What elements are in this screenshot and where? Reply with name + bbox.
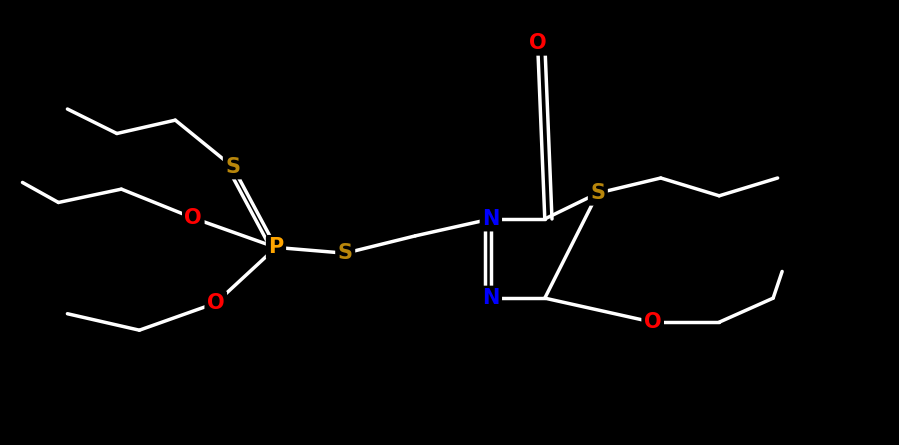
Text: O: O bbox=[184, 208, 202, 228]
Text: O: O bbox=[644, 312, 662, 332]
Text: P: P bbox=[269, 238, 283, 257]
Text: N: N bbox=[482, 288, 500, 308]
Text: S: S bbox=[591, 183, 605, 203]
Text: N: N bbox=[482, 209, 500, 229]
Text: O: O bbox=[207, 293, 225, 313]
Text: O: O bbox=[529, 33, 547, 53]
Text: S: S bbox=[226, 157, 240, 177]
Text: S: S bbox=[338, 243, 352, 263]
